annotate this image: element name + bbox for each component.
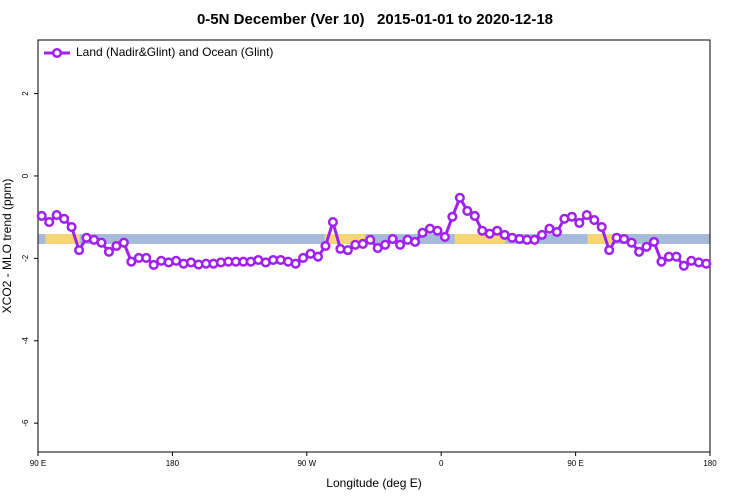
legend-marker (51, 47, 63, 59)
x-axis-label: Longitude (deg E) (326, 476, 421, 490)
data-point (290, 258, 301, 269)
x-tick-label: 90 E (567, 459, 583, 468)
data-point (148, 259, 159, 271)
data-point (581, 210, 592, 221)
y-tick-label: -6 (21, 419, 30, 427)
data-point (387, 233, 398, 245)
data-point (357, 238, 368, 249)
data-point (432, 225, 443, 236)
data-point (298, 252, 309, 263)
data-point (604, 245, 615, 256)
data-point (59, 213, 70, 224)
data-point (574, 217, 585, 228)
data-point (536, 229, 548, 240)
data-point (589, 214, 600, 226)
data-point (469, 210, 480, 221)
data-point (141, 252, 152, 263)
data-point (701, 258, 712, 269)
data-point (462, 205, 473, 217)
y-tick-label: -4 (21, 337, 30, 345)
land-segment (45, 234, 80, 244)
x-tick-label: 0 (439, 459, 444, 468)
y-tick-label: 0 (21, 173, 30, 178)
data-point (44, 217, 55, 228)
data-point (51, 210, 62, 221)
data-point (320, 240, 331, 252)
data-point (634, 246, 645, 257)
y-axis-label: XCO2 - MLO trend (ppm) (0, 179, 14, 314)
data-point (103, 246, 114, 257)
data-point (678, 260, 689, 271)
plot-frame (37, 39, 711, 453)
data-point (312, 251, 324, 262)
data-point (410, 236, 421, 247)
data-point (66, 221, 77, 233)
data-point (529, 234, 540, 245)
data-point (566, 211, 577, 222)
data-point (439, 231, 450, 242)
legend-label: Land (Nadir&Glint) and Ocean (Glint) (76, 45, 273, 59)
data-point (395, 239, 406, 250)
land-segment (587, 234, 615, 244)
x-tick-label: 90 E (30, 459, 46, 468)
land-segment (324, 234, 366, 244)
data-point (671, 251, 682, 262)
data-point (74, 245, 85, 256)
data-point (96, 237, 107, 248)
chart-title: 0-5N December (Ver 10) 2015-01-01 to 202… (197, 11, 553, 28)
data-point (126, 256, 137, 267)
data-point (327, 217, 338, 228)
x-tick-label: 180 (703, 459, 717, 468)
data-point (648, 236, 660, 247)
data-point (492, 225, 503, 236)
data-point (447, 211, 458, 222)
data-point (596, 221, 607, 233)
x-tick-label: 180 (166, 459, 180, 468)
data-point (417, 227, 428, 238)
data-point (380, 239, 391, 250)
y-tick-label: -2 (21, 254, 30, 262)
data-point (118, 237, 129, 248)
data-point (619, 233, 630, 245)
data-point (641, 241, 652, 252)
data-point (342, 245, 353, 256)
data-point (551, 226, 562, 238)
data-point (454, 192, 465, 203)
data-point (36, 210, 47, 221)
data-point (656, 256, 667, 267)
data-point (626, 237, 637, 248)
x-tick-label: 90 W (297, 459, 316, 468)
data-point (365, 234, 376, 245)
y-tick-label: 2 (21, 91, 30, 96)
land-segment (454, 234, 506, 244)
